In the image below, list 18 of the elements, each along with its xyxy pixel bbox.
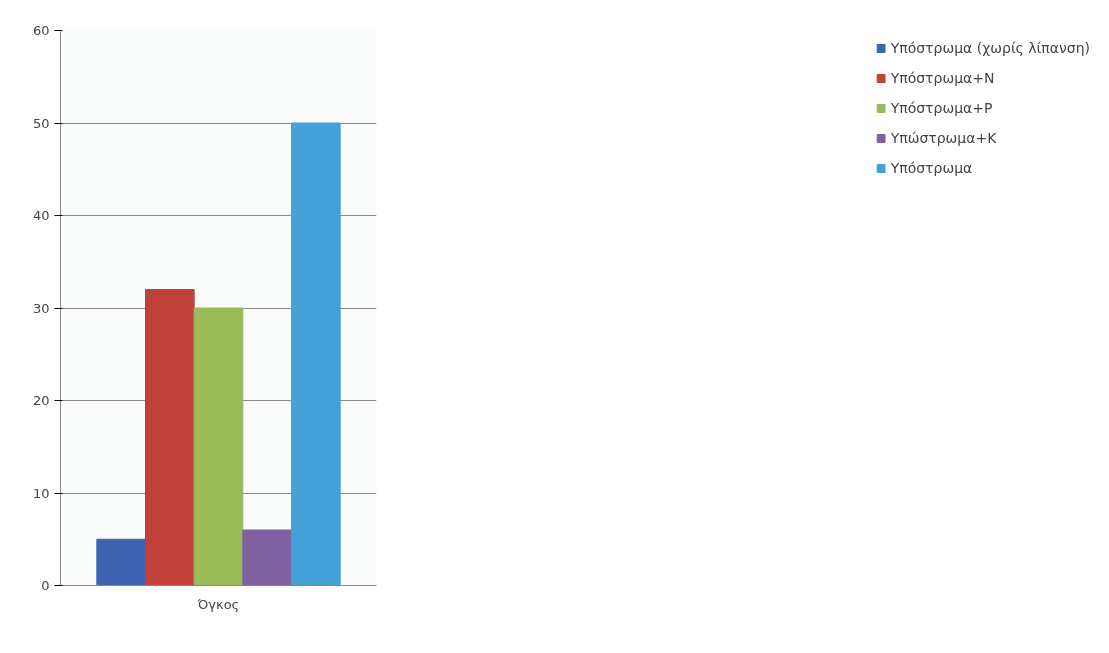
- y-tick-label: 0: [41, 578, 50, 593]
- bar: [145, 289, 195, 586]
- y-tick-label: 20: [32, 393, 50, 408]
- y-tick-label: 60: [32, 23, 50, 38]
- y-tick-label: 10: [32, 485, 50, 501]
- legend-label: Υπόστρωμα (χωρίς λίπανση): [890, 40, 1090, 56]
- bar: [242, 529, 292, 586]
- bar: [291, 122, 341, 586]
- y-tick-label: 40: [32, 208, 50, 223]
- bar: [96, 538, 146, 586]
- x-tick-label: Όγκος: [196, 596, 240, 612]
- y-tick-label: 30: [32, 300, 50, 316]
- bar: [193, 307, 244, 586]
- legend-label: Υπόστρωμα: [890, 160, 973, 176]
- legend-label: Υπόστρωμα+P: [890, 100, 993, 116]
- legend-label: Υπώστρωμα+K: [890, 130, 997, 146]
- legend-label: Υπόστρωμα+N: [890, 70, 995, 86]
- y-tick-label: 50: [32, 115, 50, 131]
